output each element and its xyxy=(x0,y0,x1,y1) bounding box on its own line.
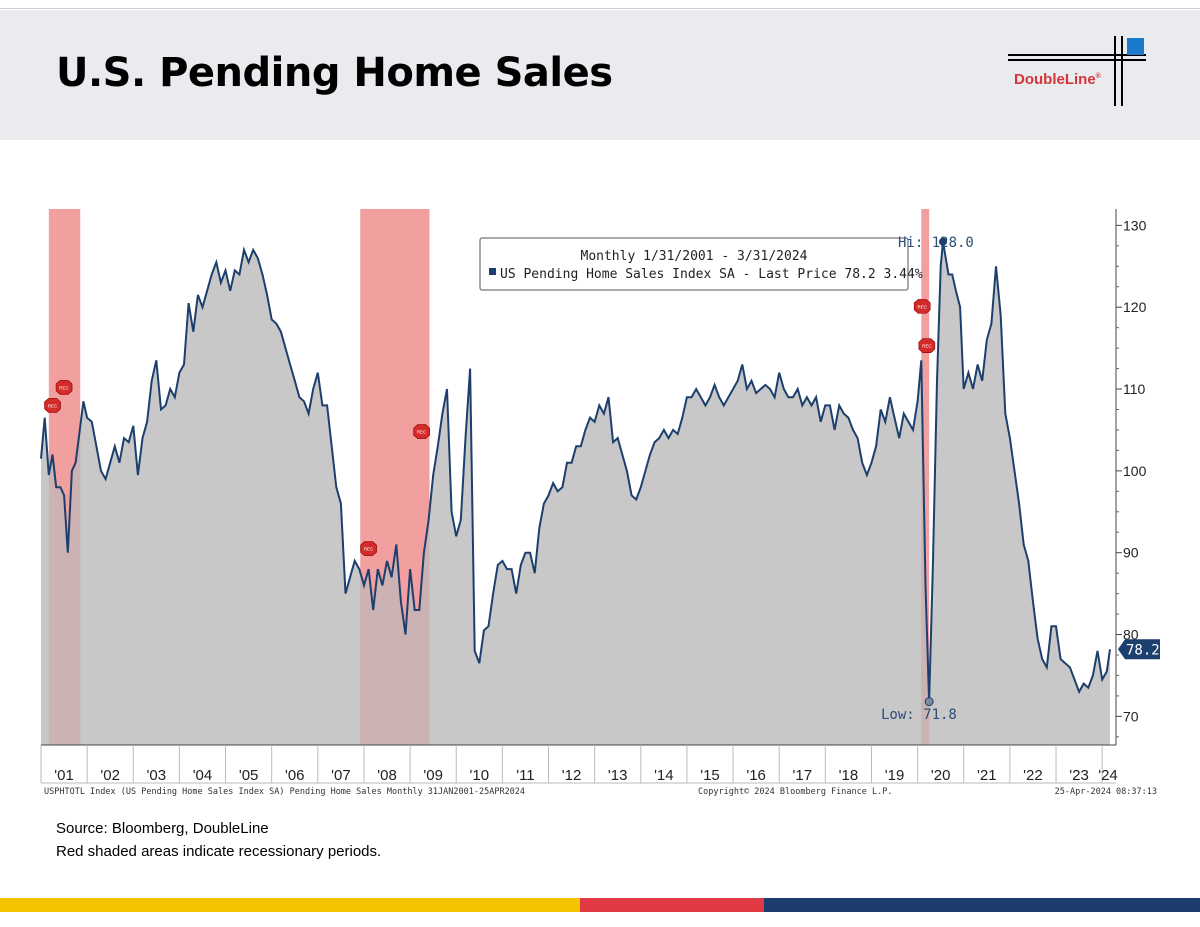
hi-point xyxy=(938,237,947,246)
x-axis: '01 '02 '03 '04 '05 '06 '07 '08 '09 '10 '11 '12 '13 '… xyxy=(40,744,1118,784)
chart-footer-center: Copyright© 2024 Bloomberg Finance L.P. xyxy=(698,787,892,797)
x-tick-label: '24 xyxy=(1098,767,1118,784)
recession-band-2 xyxy=(921,209,930,745)
page-title: U.S. Pending Home Sales xyxy=(56,50,613,96)
rec-marker-icon xyxy=(413,424,430,439)
logo-line-2 xyxy=(1008,59,1146,61)
x-tick-label: '13 xyxy=(608,767,628,784)
rec-marker-icon xyxy=(44,398,61,413)
x-tick-label: '04 xyxy=(193,767,213,784)
x-tick-label: '09 xyxy=(423,767,443,784)
footer-bar-red xyxy=(580,898,764,912)
x-tick-label: '20 xyxy=(931,767,951,784)
y-tick-label: 120 xyxy=(1123,299,1147,315)
x-tick-label: '01 xyxy=(54,767,74,784)
last-price-label: 78.2 xyxy=(1126,642,1160,658)
last-price-tag: 78.2 xyxy=(1118,639,1160,660)
rec-marker-icon xyxy=(918,338,936,353)
recession-overlay-0 xyxy=(48,209,81,745)
logo-line-1 xyxy=(1008,54,1146,56)
legend-swatch xyxy=(489,268,496,275)
recession-overlay-2 xyxy=(921,209,930,745)
logo-text: DoubleLine® xyxy=(1014,71,1101,88)
x-tick-label: '06 xyxy=(285,767,305,784)
x-tick-label: '10 xyxy=(470,767,490,784)
rec-marker-icon xyxy=(913,299,931,314)
area-fill xyxy=(41,241,1110,745)
rec-marker-label: REC xyxy=(917,304,927,309)
x-tick-label: '14 xyxy=(654,767,674,784)
y-tick-label: 100 xyxy=(1123,463,1147,479)
footer-bar-yellow xyxy=(0,898,580,912)
legend-series-label: US Pending Home Sales Index SA - Last Pr… xyxy=(500,267,923,282)
x-tick-label: '12 xyxy=(562,767,582,784)
y-tick-label: 90 xyxy=(1123,545,1139,561)
low-point xyxy=(924,697,934,707)
header-band xyxy=(0,10,1200,140)
x-tick-label: '21 xyxy=(977,767,997,784)
x-tick-label: '03 xyxy=(147,767,167,784)
x-tick-label: '02 xyxy=(100,767,120,784)
doubleline-logo: DoubleLine® xyxy=(1000,36,1150,106)
footer-bar-navy xyxy=(764,898,1200,912)
chart-footer-left: USPHTOTL Index (US Pending Home Sales In… xyxy=(44,787,525,797)
x-tick-label: '07 xyxy=(331,767,351,784)
rec-marker-label: REC xyxy=(364,547,374,552)
x-tick-label: '19 xyxy=(885,767,905,784)
x-tick-label: '15 xyxy=(700,767,720,784)
rec-marker-label: REC xyxy=(48,403,58,408)
hi-annotation: Hi: 128.0 xyxy=(898,235,974,251)
top-border-line xyxy=(0,8,1200,9)
rec-markers: REC REC REC REC REC REC xyxy=(44,299,936,556)
legend-period: Monthly 1/31/2001 - 3/31/2024 xyxy=(581,249,808,264)
x-tick-label: '23 xyxy=(1069,767,1089,784)
recession-overlay-1 xyxy=(360,209,430,745)
x-tick-label: '16 xyxy=(746,767,766,784)
pending-home-sales-chart: '01 '02 '03 '04 '05 '06 '07 '08 '09 '10 '11 '12 '13 '… xyxy=(40,209,1160,797)
source-note: Source: Bloomberg, DoubleLine xyxy=(56,820,269,837)
x-tick-label: '18 xyxy=(839,767,859,784)
rec-marker-label: REC xyxy=(59,385,69,390)
y-tick-label: 70 xyxy=(1123,708,1139,724)
y-tick-label: 110 xyxy=(1123,381,1146,397)
low-annotation: Low: 71.8 xyxy=(881,707,957,723)
rec-marker-label: REC xyxy=(417,430,427,435)
y-tick-label: 80 xyxy=(1123,627,1139,643)
y-axis: 70 80 90 100 110 120 130 xyxy=(1115,209,1147,745)
rec-marker-icon xyxy=(360,541,377,556)
x-tick-label: '11 xyxy=(516,767,534,784)
x-tick-label: '05 xyxy=(239,767,259,784)
y-tick-label: 130 xyxy=(1123,217,1147,233)
recession-note: Red shaded areas indicate recessionary p… xyxy=(56,843,382,860)
x-tick-label: '22 xyxy=(1023,767,1043,784)
x-tick-label: '08 xyxy=(377,767,397,784)
rec-marker-icon xyxy=(55,380,73,395)
logo-vline-2 xyxy=(1121,36,1123,106)
logo-square xyxy=(1127,38,1144,55)
chart-footer-right: 25-Apr-2024 08:37:13 xyxy=(1055,787,1157,797)
legend-box: Monthly 1/31/2001 - 3/31/2024 US Pending… xyxy=(479,237,923,291)
rec-marker-label: REC xyxy=(922,344,932,349)
logo-vline-1 xyxy=(1114,36,1116,106)
series-line xyxy=(40,241,1111,702)
x-tick-label: '17 xyxy=(792,767,812,784)
